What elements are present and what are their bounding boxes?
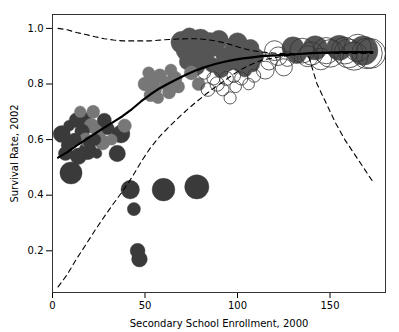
svg-text:0.4: 0.4 [28,189,44,200]
svg-text:100: 100 [228,300,247,311]
svg-text:0.8: 0.8 [28,78,44,89]
svg-text:0: 0 [49,300,55,311]
svg-text:150: 150 [320,300,339,311]
svg-text:0.6: 0.6 [28,134,44,145]
svg-text:1.0: 1.0 [28,23,44,34]
svg-text:Secondary School Enrollment, 2: Secondary School Enrollment, 2000 [130,318,309,329]
svg-text:Survival Rate, 2002: Survival Rate, 2002 [9,104,20,202]
svg-text:0.2: 0.2 [28,245,44,256]
svg-text:50: 50 [139,300,152,311]
